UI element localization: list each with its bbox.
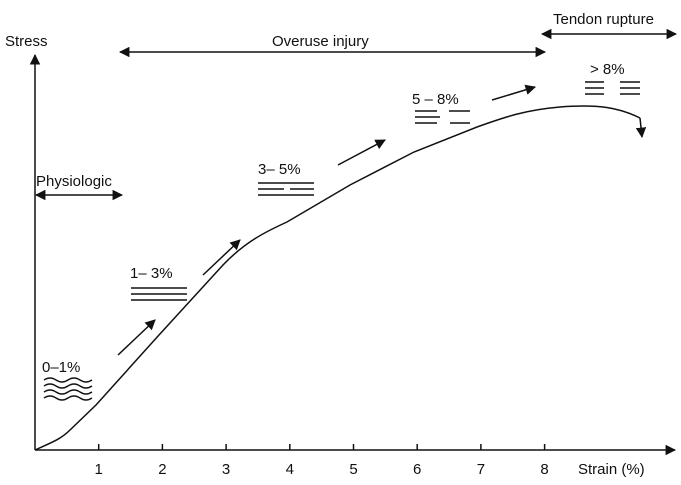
stage-label: 5 – 8% [412,91,459,108]
region-label: Tendon rupture [553,11,654,28]
diagram: Stress Strain (%) 1 2 3 4 5 6 7 8 Physiologic O… [0,0,681,485]
y-axis-label: Stress [5,33,48,50]
page: Stress Strain (%) 1 2 3 4 5 6 7 8 Physiologic O… [0,0,681,485]
x-tick-label: 3 [222,461,230,478]
fiber-straight [131,288,187,300]
x-tick-label: 1 [95,461,103,478]
region-label: Overuse injury [272,33,369,50]
x-tick-label: 7 [477,461,485,478]
x-tick-label: 6 [413,461,421,478]
x-tick-label: 4 [286,461,294,478]
x-tick-label: 2 [158,461,166,478]
fiber-partial-tear [258,183,314,195]
x-axis-label: Strain (%) [578,461,645,478]
stage-label: 0–1% [42,359,80,376]
stage-label: 3– 5% [258,161,301,178]
stage-label: 1– 3% [130,265,173,282]
region-label: Physiologic [36,173,112,190]
failure-arrow [640,118,642,137]
stage-label: > 8% [590,61,625,78]
x-ticks: 1 2 3 4 5 6 7 8 [95,444,549,478]
fiber-rupture [585,82,640,94]
stress-strain-curve [35,106,640,450]
progression-arrows [118,87,535,355]
x-tick-label: 8 [540,461,548,478]
x-tick-label: 5 [349,461,357,478]
fiber-crimped [44,378,92,400]
fiber-tear [415,111,470,123]
